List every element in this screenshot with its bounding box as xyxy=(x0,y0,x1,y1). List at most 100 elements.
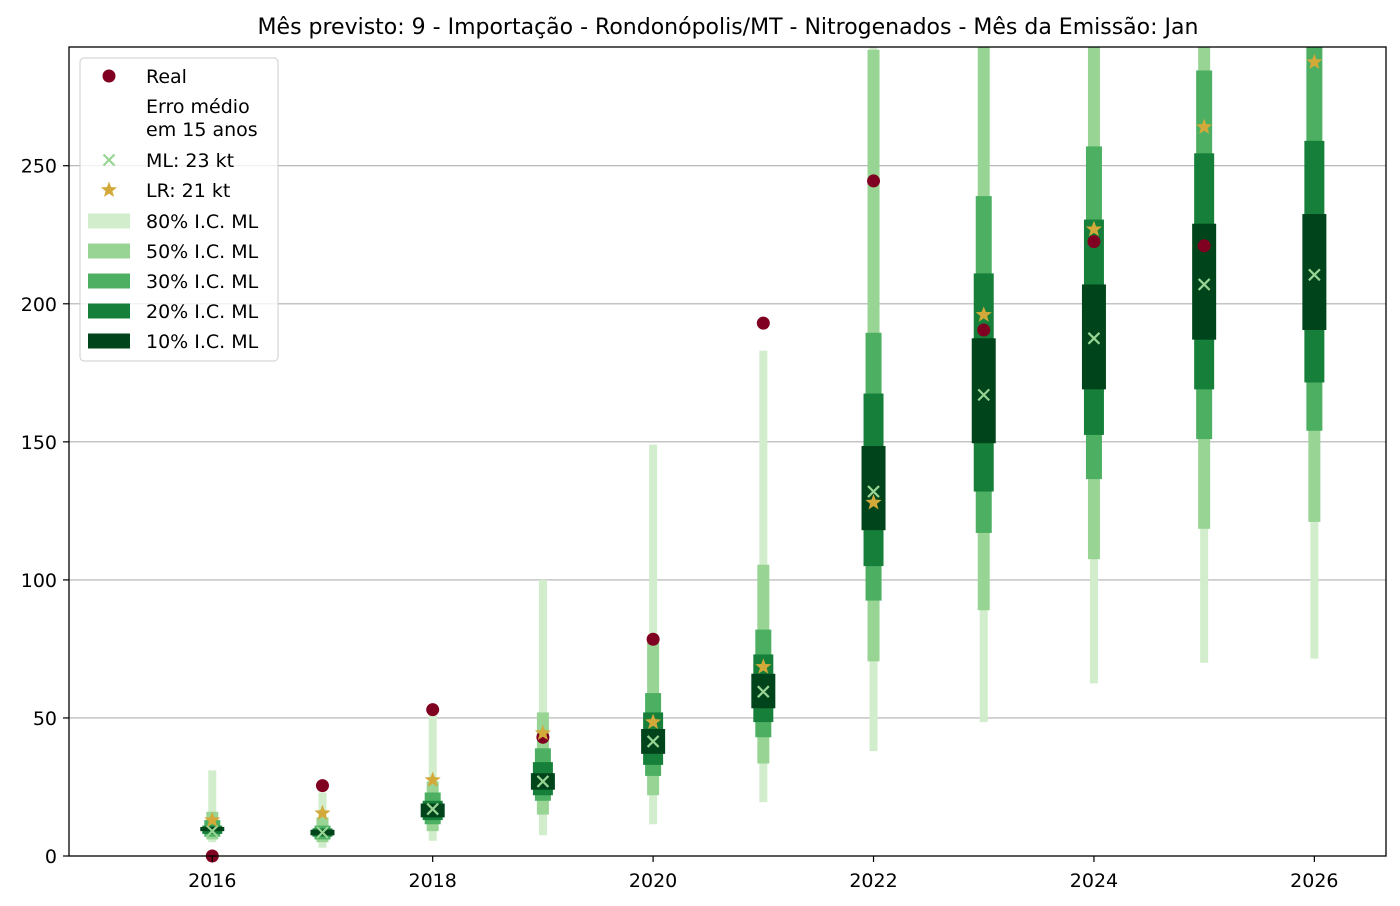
legend-real-marker xyxy=(102,69,116,83)
ml-point xyxy=(867,485,880,498)
real-point xyxy=(1197,239,1211,253)
interval-layer xyxy=(200,47,1327,848)
lr-point xyxy=(424,771,441,787)
legend-label: Real xyxy=(146,66,187,88)
legend-label: 30% I.C. ML xyxy=(146,271,259,293)
x-tick-label: 2022 xyxy=(849,870,897,892)
legend-item-ci30: 30% I.C. ML xyxy=(88,271,259,293)
lr-point xyxy=(314,804,331,821)
x-stroke xyxy=(757,685,770,698)
legend-label-line: 10% I.C. ML xyxy=(146,331,259,353)
legend-label: 80% I.C. ML xyxy=(146,211,259,233)
lr-point xyxy=(975,306,992,322)
lr-point xyxy=(1306,53,1323,70)
legend-label-line: 30% I.C. ML xyxy=(146,271,259,293)
x-stroke xyxy=(536,775,550,788)
ml-point xyxy=(1308,268,1321,282)
ci10-bar xyxy=(200,827,225,832)
lr-point xyxy=(865,494,882,510)
legend: Real Erro médio em 15 anos ML: 23 kt LR: 21 … xyxy=(79,57,279,362)
legend-label: Erro médio em 15 anos xyxy=(146,96,258,141)
x-stroke xyxy=(426,802,439,816)
x-tick-label: 2024 xyxy=(1070,870,1118,892)
x-tick-label: 2026 xyxy=(1290,870,1338,892)
lr-point xyxy=(204,811,221,827)
legend-label-line: 50% I.C. ML xyxy=(146,241,259,263)
ci80-bar xyxy=(538,579,547,836)
x-stroke xyxy=(867,485,880,498)
ci10-bar xyxy=(971,338,996,444)
legend-item-real: Real xyxy=(102,66,187,88)
x-stroke xyxy=(316,826,329,839)
legend-item-ml: ML: 23 kt xyxy=(102,150,234,172)
legend-label-line: em 15 anos xyxy=(146,119,258,141)
legend-ci30-swatch xyxy=(88,273,130,289)
lr-point xyxy=(645,713,662,729)
legend-label: 10% I.C. ML xyxy=(146,331,259,353)
ci10-bar xyxy=(861,445,886,531)
x-tick-label: 2018 xyxy=(409,870,457,892)
ml-point xyxy=(977,388,991,402)
axis-layer: 0 50 100 150 200 250 2016 2018 2020 2022 2024 2026 xyxy=(21,156,1339,892)
ci10-bar xyxy=(1302,214,1327,331)
grid-layer xyxy=(69,165,1386,719)
ml-point xyxy=(757,685,770,698)
x-stroke xyxy=(1087,332,1101,345)
legend-label: ML: 23 kt xyxy=(146,150,234,172)
lr-point xyxy=(534,724,551,741)
real-point xyxy=(756,316,770,330)
ml-point xyxy=(316,826,329,839)
y-tick-label: 50 xyxy=(33,708,57,730)
legend-label-line: Erro médio xyxy=(146,96,250,118)
legend-label-line: 20% I.C. ML xyxy=(146,301,259,323)
legend-item-ci80: 80% I.C. ML xyxy=(88,211,259,233)
ml-point xyxy=(646,735,660,748)
legend-ml-marker xyxy=(102,153,116,167)
x-stroke xyxy=(1197,278,1211,291)
legend-ci10-swatch xyxy=(88,333,130,349)
ml-point xyxy=(205,824,219,838)
legend-item-note: Erro médio em 15 anos xyxy=(146,96,258,141)
lr-point xyxy=(1196,118,1213,134)
legend-label: LR: 21 kt xyxy=(146,180,230,202)
legend-ci50-swatch xyxy=(88,243,130,259)
legend-lr-marker xyxy=(100,181,118,197)
x-stroke xyxy=(205,824,219,838)
y-tick-label: 150 xyxy=(21,432,57,454)
plot-frame xyxy=(68,46,1387,857)
real-point xyxy=(977,323,991,337)
x-stroke xyxy=(646,735,660,748)
legend-label-line: Real xyxy=(146,66,187,88)
legend-item-ci10: 10% I.C. ML xyxy=(88,331,259,353)
legend-label: 20% I.C. ML xyxy=(146,301,259,323)
legend-ci20-swatch xyxy=(88,303,130,319)
y-tick-label: 200 xyxy=(21,294,57,316)
y-tick-label: 100 xyxy=(21,570,57,592)
real-point xyxy=(1087,235,1101,249)
ml-point xyxy=(426,802,439,816)
real-point xyxy=(646,632,660,646)
y-tick-label: 0 xyxy=(45,846,57,868)
y-tick-label: 250 xyxy=(21,156,57,178)
x-tick-label: 2016 xyxy=(188,870,236,892)
ml-point xyxy=(1197,278,1211,291)
real-point xyxy=(867,174,881,188)
lr-point xyxy=(1085,220,1103,237)
legend-item-ci20: 20% I.C. ML xyxy=(88,301,259,323)
lr-point xyxy=(755,658,772,674)
x-stroke xyxy=(1308,268,1321,282)
legend-label: 50% I.C. ML xyxy=(146,241,259,263)
legend-label-line: LR: 21 kt xyxy=(146,180,230,202)
legend-label-line: ML: 23 kt xyxy=(146,150,234,172)
ml-point xyxy=(536,775,550,788)
x-stroke xyxy=(102,153,116,167)
legend-label-line: 80% I.C. ML xyxy=(146,211,259,233)
ml-point xyxy=(1087,332,1101,345)
x-stroke xyxy=(977,388,991,402)
legend-item-ci50: 50% I.C. ML xyxy=(88,241,259,263)
real-point xyxy=(426,703,440,717)
marker-layer xyxy=(204,53,1323,863)
legend-item-lr: LR: 21 kt xyxy=(100,180,230,202)
